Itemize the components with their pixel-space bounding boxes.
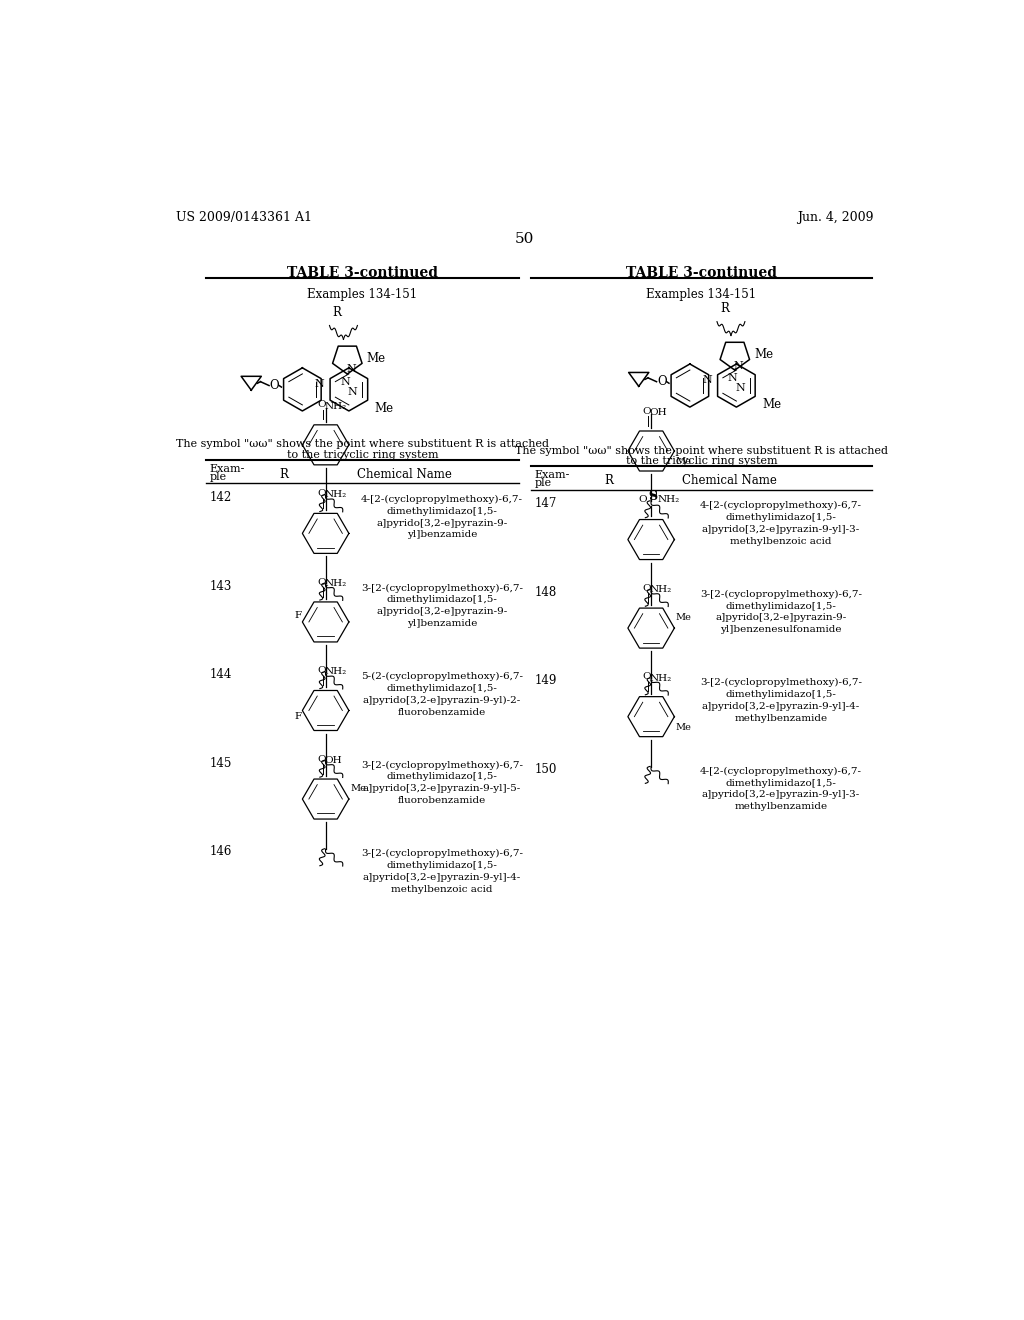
- Text: ple: ple: [535, 478, 552, 488]
- Text: 143: 143: [209, 579, 231, 593]
- Text: O: O: [269, 379, 280, 392]
- Text: to the tricyclic ring system: to the tricyclic ring system: [287, 450, 438, 461]
- Text: N: N: [702, 375, 712, 385]
- Text: S: S: [648, 490, 657, 503]
- Text: Me: Me: [762, 399, 781, 412]
- Text: Me: Me: [676, 612, 692, 622]
- Text: 3-[2-(cyclopropylmethoxy)-6,7-
dimethylimidazo[1,5-
a]pyrido[3,2-e]pyrazin-9-yl]: 3-[2-(cyclopropylmethoxy)-6,7- dimethyli…: [360, 760, 523, 805]
- Text: R: R: [333, 306, 342, 319]
- Text: Me: Me: [676, 723, 692, 731]
- Text: Exam-: Exam-: [535, 470, 570, 480]
- Text: O: O: [317, 578, 326, 586]
- Text: 4-[2-(cyclopropylmethoxy)-6,7-
dimethylimidazo[1,5-
a]pyrido[3,2-e]pyrazin-9-
yl: 4-[2-(cyclopropylmethoxy)-6,7- dimethyli…: [360, 495, 523, 540]
- Text: 3-[2-(cyclopropylmethoxy)-6,7-
dimethylimidazo[1,5-
a]pyrido[3,2-e]pyrazin-9-
yl: 3-[2-(cyclopropylmethoxy)-6,7- dimethyli…: [700, 590, 862, 634]
- Text: NH₂: NH₂: [324, 401, 346, 411]
- Text: NH₂: NH₂: [324, 490, 346, 499]
- Text: N: N: [314, 379, 325, 389]
- Text: US 2009/0143361 A1: US 2009/0143361 A1: [176, 211, 312, 224]
- Text: ple: ple: [209, 471, 226, 482]
- Text: Exam-: Exam-: [209, 465, 245, 474]
- Text: O: O: [643, 407, 651, 416]
- Text: Jun. 4, 2009: Jun. 4, 2009: [797, 211, 873, 224]
- Text: N: N: [340, 376, 350, 387]
- Text: 144: 144: [209, 668, 231, 681]
- Text: O: O: [317, 400, 326, 409]
- Text: 3-[2-(cyclopropylmethoxy)-6,7-
dimethylimidazo[1,5-
a]pyrido[3,2-e]pyrazin-9-yl]: 3-[2-(cyclopropylmethoxy)-6,7- dimethyli…: [700, 678, 862, 722]
- Text: The symbol "ωω" shows the point where substituent R is attached: The symbol "ωω" shows the point where su…: [515, 446, 888, 455]
- Text: TABLE 3-continued: TABLE 3-continued: [626, 267, 777, 280]
- Text: 142: 142: [209, 491, 231, 504]
- Text: TABLE 3-continued: TABLE 3-continued: [287, 267, 438, 280]
- Text: O: O: [317, 488, 326, 498]
- Text: 147: 147: [535, 498, 557, 511]
- Text: Chemical Name: Chemical Name: [356, 469, 452, 480]
- Text: Me: Me: [375, 403, 393, 416]
- Text: 146: 146: [209, 845, 231, 858]
- Text: 4-[2-(cyclopropylmethoxy)-6,7-
dimethylimidazo[1,5-
a]pyrido[3,2-e]pyrazin-9-yl]: 4-[2-(cyclopropylmethoxy)-6,7- dimethyli…: [700, 502, 862, 545]
- Text: Chemical Name: Chemical Name: [682, 474, 777, 487]
- Text: N: N: [735, 383, 745, 393]
- Text: NH₂: NH₂: [324, 668, 346, 676]
- Text: F: F: [295, 713, 302, 721]
- Text: OH: OH: [324, 756, 342, 764]
- Text: O: O: [317, 667, 326, 675]
- Text: N: N: [734, 360, 743, 371]
- Text: Me: Me: [367, 352, 386, 366]
- Text: Examples 134-151: Examples 134-151: [646, 288, 757, 301]
- Text: O: O: [648, 490, 656, 499]
- Text: 148: 148: [535, 586, 557, 599]
- Text: Me: Me: [350, 784, 367, 793]
- Text: 5-(2-(cyclopropylmethoxy)-6,7-
dimethylimidazo[1,5-
a]pyrido[3,2-e]pyrazin-9-yl): 5-(2-(cyclopropylmethoxy)-6,7- dimethyli…: [360, 672, 523, 717]
- Text: 149: 149: [535, 675, 557, 688]
- Text: F: F: [295, 611, 302, 620]
- Text: N: N: [348, 387, 357, 397]
- Text: O: O: [643, 672, 651, 681]
- Text: Me: Me: [755, 348, 773, 362]
- Text: R: R: [720, 302, 729, 315]
- Text: 3-[2-(cyclopropylmethoxy)-6,7-
dimethylimidazo[1,5-
a]pyrido[3,2-e]pyrazin-9-
yl: 3-[2-(cyclopropylmethoxy)-6,7- dimethyli…: [360, 583, 523, 628]
- Text: Me: Me: [676, 457, 692, 466]
- Text: 3-[2-(cyclopropylmethoxy)-6,7-
dimethylimidazo[1,5-
a]pyrido[3,2-e]pyrazin-9-yl]: 3-[2-(cyclopropylmethoxy)-6,7- dimethyli…: [360, 849, 523, 894]
- Text: O: O: [317, 755, 326, 763]
- Text: NH₂: NH₂: [649, 585, 672, 594]
- Text: NH₂: NH₂: [657, 495, 680, 504]
- Text: OH: OH: [649, 408, 668, 417]
- Text: The symbol "ωω" shows the point where substituent R is attached: The symbol "ωω" shows the point where su…: [176, 440, 549, 449]
- Text: NH₂: NH₂: [649, 673, 672, 682]
- Text: Examples 134-151: Examples 134-151: [307, 288, 418, 301]
- Text: N: N: [346, 364, 356, 375]
- Text: O: O: [643, 583, 651, 593]
- Text: 145: 145: [209, 756, 231, 770]
- Text: O: O: [639, 495, 647, 504]
- Text: O: O: [657, 375, 667, 388]
- Text: R: R: [280, 469, 288, 480]
- Text: NH₂: NH₂: [324, 579, 346, 587]
- Text: R: R: [604, 474, 613, 487]
- Text: N: N: [728, 372, 737, 383]
- Text: 50: 50: [515, 231, 535, 246]
- Text: 4-[2-(cyclopropylmethoxy)-6,7-
dimethylimidazo[1,5-
a]pyrido[3,2-e]pyrazin-9-yl]: 4-[2-(cyclopropylmethoxy)-6,7- dimethyli…: [700, 767, 862, 812]
- Text: 150: 150: [535, 763, 557, 776]
- Text: to the tricyclic ring system: to the tricyclic ring system: [626, 457, 777, 466]
